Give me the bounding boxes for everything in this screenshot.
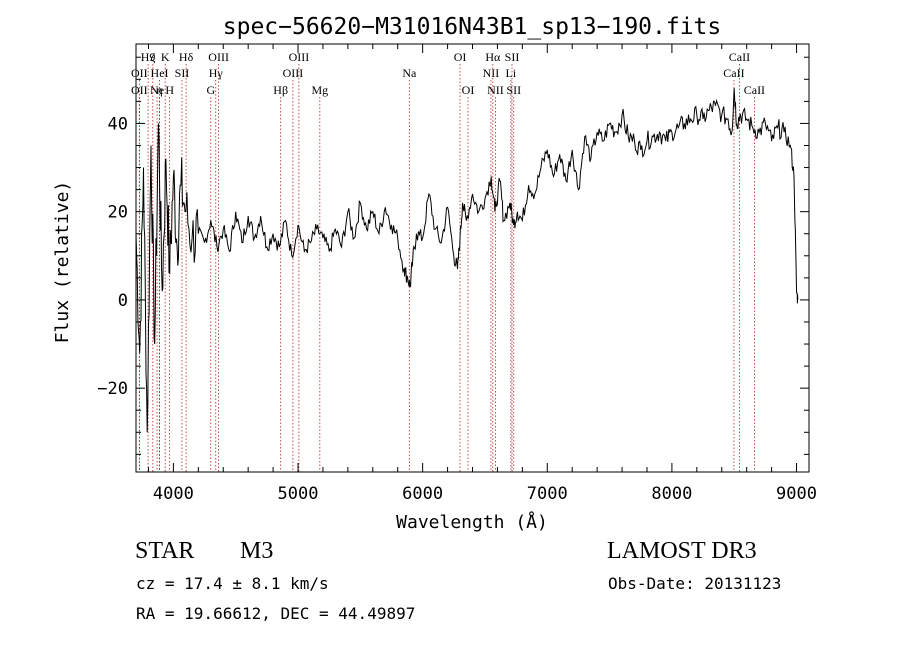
- line-marker-label: G: [206, 83, 215, 97]
- line-marker-label: CaII: [744, 83, 765, 97]
- line-marker-label: CaII: [723, 66, 744, 80]
- x-tick-label: 6000: [402, 484, 443, 504]
- line-marker-label: Hβ: [273, 83, 288, 97]
- chart-title: spec−56620−M31016N43B1_sp13−190.fits: [223, 14, 722, 40]
- redshift-cz: cz = 17.4 ± 8.1 km/s: [136, 574, 329, 593]
- line-marker-label: Hδ: [179, 50, 194, 64]
- line-marker-label: HeI: [151, 66, 169, 80]
- x-tick-label: 9000: [776, 484, 817, 504]
- spectrum-line: [135, 88, 799, 433]
- line-marker-label: Hγ: [209, 66, 224, 80]
- y-tick-label: 0: [118, 291, 128, 311]
- line-marker-label: SII: [505, 50, 520, 64]
- line-marker-label: Li: [506, 66, 517, 80]
- line-marker-label: K: [161, 50, 170, 64]
- y-axis-label: Flux (relative): [52, 181, 73, 344]
- line-marker-label: SII: [175, 66, 190, 80]
- series-group: [135, 88, 799, 433]
- x-tick-label: 7000: [527, 484, 568, 504]
- x-tick-label: 5000: [278, 484, 319, 504]
- coordinates: RA = 19.66612, DEC = 44.49897: [136, 604, 416, 623]
- y-tick-label: 20: [108, 203, 128, 223]
- object-class: STAR: [135, 538, 195, 564]
- line-marker-label: Ne: [150, 83, 164, 97]
- line-marker-label: NII: [487, 83, 504, 97]
- x-axis-label: Wavelength (Å): [396, 511, 548, 533]
- line-marker-label: OII: [131, 66, 148, 80]
- line-marker-label: OIII: [283, 66, 304, 80]
- line-markers: H9OIIOIIζHeINeηKHSIIHδGHγOIIIHβOIIIOIIIM…: [131, 50, 765, 472]
- line-marker-label: Hα: [485, 50, 501, 64]
- line-marker-label: η: [156, 83, 162, 97]
- line-marker-label: OII: [131, 83, 148, 97]
- x-tick-label: 8000: [651, 484, 692, 504]
- object-subclass: M3: [240, 538, 274, 564]
- observation-date: Obs-Date: 20131123: [608, 574, 782, 593]
- line-marker-label: Mg: [311, 83, 328, 97]
- line-marker-label: CaII: [729, 50, 750, 64]
- line-marker-label: Na: [402, 66, 417, 80]
- y-tick-label: 40: [108, 114, 128, 134]
- y-tick-label: −20: [97, 379, 128, 399]
- line-marker-label: H: [165, 83, 174, 97]
- x-tick-label: 4000: [153, 484, 194, 504]
- line-marker-label: OI: [454, 50, 467, 64]
- line-marker-label: NII: [483, 66, 500, 80]
- line-marker-label: OIII: [208, 50, 229, 64]
- line-marker-label: OI: [462, 83, 475, 97]
- line-marker-label: OIII: [289, 50, 310, 64]
- survey-name: LAMOST DR3: [607, 538, 757, 564]
- line-marker-label: ζ: [150, 50, 155, 64]
- line-marker-label: SII: [506, 83, 521, 97]
- plot-frame: [135, 43, 810, 473]
- axis-ticks: 4000 5000 6000 7000 8000 9000 −20 0 20 40: [97, 44, 817, 504]
- line-marker-label: H9: [141, 50, 156, 64]
